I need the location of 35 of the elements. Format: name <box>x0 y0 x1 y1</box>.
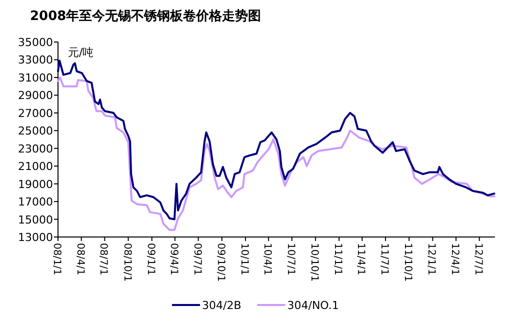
x-tick-label: 11/1/1 <box>332 243 344 276</box>
y-tick-label: 33000 <box>18 54 53 67</box>
y-tick-label: 31000 <box>18 71 53 84</box>
x-tick-label: 10/4/1 <box>262 243 273 276</box>
x-tick-label: 08/4/1 <box>74 243 86 276</box>
y-tick-label: 35000 <box>18 36 53 49</box>
x-tick-label: 10/10/1 <box>308 243 320 282</box>
x-tick-label: 12/1/1 <box>426 243 437 276</box>
y-tick-label: 27000 <box>18 106 53 120</box>
x-tick-label: 09/4/1 <box>168 243 179 276</box>
x-tick-label: 12/4/1 <box>449 243 460 276</box>
y-tick-label: 19000 <box>18 178 53 191</box>
x-tick-label: 08/7/1 <box>98 243 109 276</box>
y-axis-title: 元/吨 <box>68 46 94 59</box>
legend-label: 304/2B <box>202 299 242 312</box>
y-tick-label: 13000 <box>18 231 53 244</box>
x-tick-label: 08/10/1 <box>121 243 132 282</box>
x-tick-label: 09/1/1 <box>144 243 156 276</box>
y-tick-label: 29000 <box>18 89 53 102</box>
y-tick-label: 21000 <box>18 160 53 174</box>
x-tick-label: 09/10/1 <box>214 243 226 282</box>
legend-label: 304/NO.1 <box>287 299 339 312</box>
x-tick-label: 10/7/1 <box>284 243 296 276</box>
x-tick-label: 12/7/1 <box>472 243 484 276</box>
chart-title: 2008年至今无锡不锈钢板卷价格走势图 <box>30 8 262 24</box>
x-tick-label: 11/7/1 <box>378 243 390 276</box>
x-tick-label: 10/1/1 <box>238 243 250 276</box>
x-tick-label: 11/4/1 <box>355 243 366 276</box>
y-tick-label: 17000 <box>18 196 53 209</box>
y-tick-label: 15000 <box>18 213 53 226</box>
x-tick-label: 09/7/1 <box>191 243 202 276</box>
y-tick-label: 23000 <box>18 142 53 156</box>
x-tick-label: 08/1/1 <box>51 243 62 276</box>
y-tick-label: 25000 <box>18 124 53 138</box>
x-tick-label: 11/10/1 <box>402 243 414 282</box>
